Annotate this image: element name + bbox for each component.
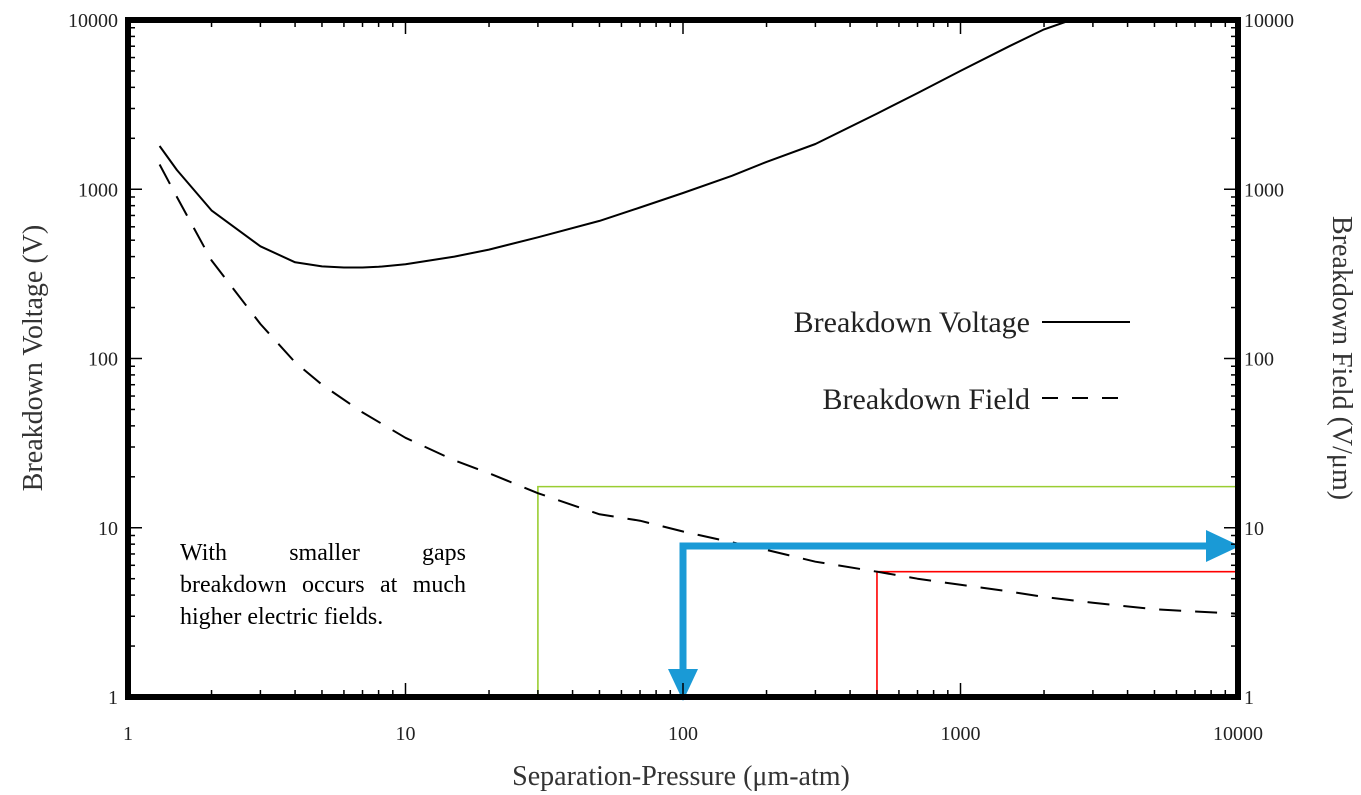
legend: Breakdown Voltage Breakdown Field — [794, 306, 1130, 416]
y2-tick-label: 1000 — [1244, 179, 1284, 201]
y-axis-title: Breakdown Voltage (V) — [18, 225, 49, 491]
y-tick-label: 1000 — [78, 179, 118, 201]
legend-label-voltage: Breakdown Voltage — [794, 306, 1030, 339]
green-reference-line — [537, 485, 1238, 697]
y2-tick-label: 100 — [1244, 349, 1274, 371]
axis-ticks: 1 10 100 1000 10000 1 10 100 1000 10000 1 10 100 1000… — [68, 10, 1294, 745]
x-tick-label: 1 — [123, 723, 133, 745]
blue-arrow-head-right — [1206, 530, 1240, 563]
y2-tick-label: 10000 — [1244, 10, 1294, 32]
y2-tick-label: 1 — [1244, 687, 1254, 709]
x-axis-title: Separation-Pressure (μm-atm) — [512, 761, 850, 792]
red-reference-line — [876, 570, 1238, 697]
blue-arrow-path — [679, 542, 1218, 679]
series-line-breakdown-voltage — [158, 19, 1072, 269]
y-tick-label: 100 — [88, 349, 118, 371]
x-tick-label: 10 — [396, 723, 416, 745]
y-tick-label: 10 — [98, 518, 118, 540]
x-tick-label: 100 — [668, 723, 698, 745]
y-tick-label: 10000 — [68, 10, 118, 32]
x-tick-label: 1000 — [941, 723, 981, 745]
x-tick-label: 10000 — [1213, 723, 1263, 745]
y-tick-label: 1 — [108, 687, 118, 709]
y2-tick-label: 10 — [1244, 518, 1264, 540]
y2-axis-title: Breakdown Field (V/μm) — [1326, 216, 1357, 500]
annotation-text: With smaller gaps breakdown occurs at mu… — [180, 538, 466, 634]
legend-label-field: Breakdown Field — [823, 383, 1030, 416]
